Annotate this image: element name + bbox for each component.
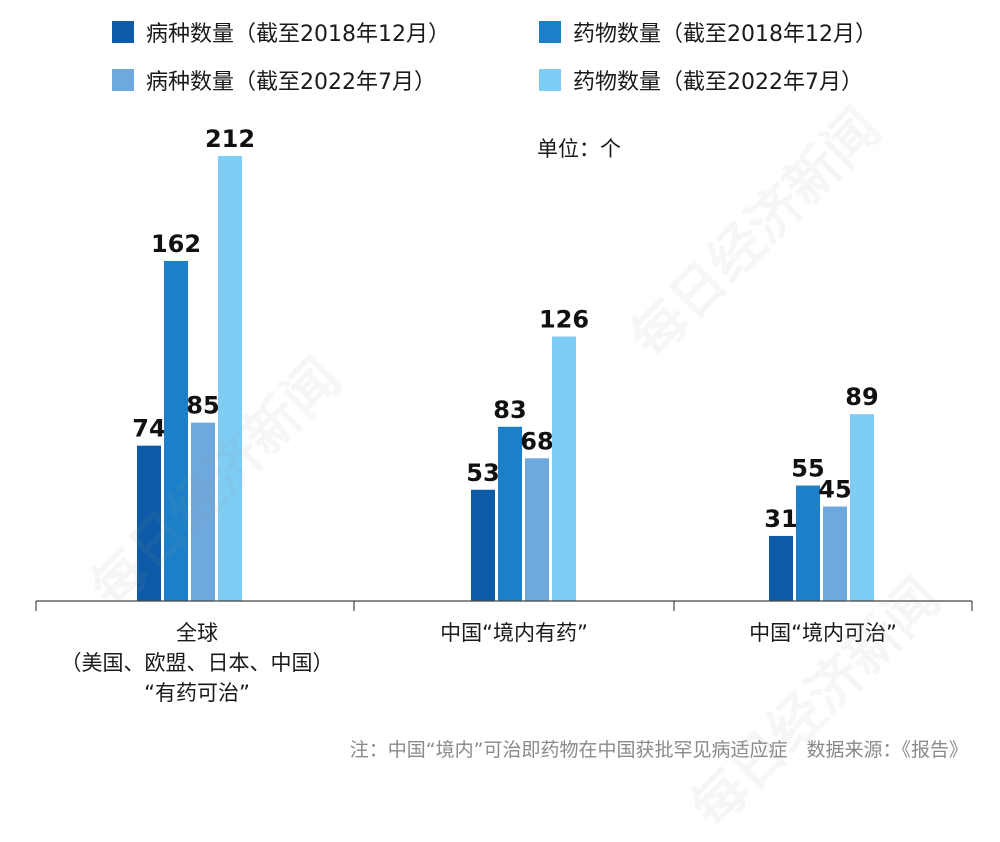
category-label-line: （美国、欧盟、日本、中国） <box>60 651 334 675</box>
bar <box>850 414 874 601</box>
data-label: 162 <box>151 230 201 258</box>
bar <box>823 506 847 601</box>
bar <box>137 445 161 601</box>
data-label: 212 <box>205 125 255 153</box>
bar <box>191 422 215 601</box>
category-label-line: 中国“境内有药” <box>440 621 588 645</box>
legend-swatch <box>539 69 561 91</box>
category-label-line: “有药可治” <box>144 681 250 705</box>
bar <box>525 458 549 601</box>
data-label: 53 <box>466 459 499 487</box>
legend-swatch <box>112 21 134 43</box>
bar <box>796 485 820 601</box>
data-label: 85 <box>186 392 219 420</box>
category-label-line: 中国“境内可治” <box>749 621 897 645</box>
bar <box>164 260 188 601</box>
category-label-line: 全球 <box>176 621 218 645</box>
bar <box>769 535 793 601</box>
bar <box>471 489 495 601</box>
legend-label: 药物数量（截至2022年7月） <box>573 70 863 95</box>
data-label: 74 <box>132 415 165 443</box>
data-label: 55 <box>791 455 824 483</box>
data-label: 68 <box>520 427 553 455</box>
legend-label: 病种数量（截至2022年7月） <box>146 70 436 95</box>
legend: 病种数量（截至2018年12月） 药物数量（截至2018年12月） 病种数量（截… <box>0 0 1000 110</box>
footnote: 注：中国“境内”可治即药物在中国获批罕见病适应症 数据来源：《报告》 <box>349 739 968 761</box>
bar <box>218 156 242 601</box>
data-label: 89 <box>845 383 878 411</box>
data-label: 126 <box>539 306 589 334</box>
legend-label: 病种数量（截至2018年12月） <box>146 22 450 47</box>
unit-label: 单位：个 <box>537 137 621 161</box>
legend-item: 病种数量（截至2022年7月） <box>112 64 436 96</box>
category-label-global: 全球 （美国、欧盟、日本、中国） “有药可治” <box>40 618 354 708</box>
bar <box>552 336 576 601</box>
legend-swatch <box>112 69 134 91</box>
bar <box>498 426 522 601</box>
data-label: 83 <box>493 396 526 424</box>
legend-label: 药物数量（截至2018年12月） <box>573 22 877 47</box>
category-label-china-treatable: 中国“境内可治” <box>674 618 972 648</box>
legend-item: 药物数量（截至2018年12月） <box>539 16 877 48</box>
data-label: 45 <box>818 476 851 504</box>
data-label: 31 <box>764 505 797 533</box>
legend-item: 病种数量（截至2018年12月） <box>112 16 450 48</box>
legend-swatch <box>539 21 561 43</box>
legend-item: 药物数量（截至2022年7月） <box>539 64 863 96</box>
category-label-china-has-drug: 中国“境内有药” <box>354 618 674 648</box>
